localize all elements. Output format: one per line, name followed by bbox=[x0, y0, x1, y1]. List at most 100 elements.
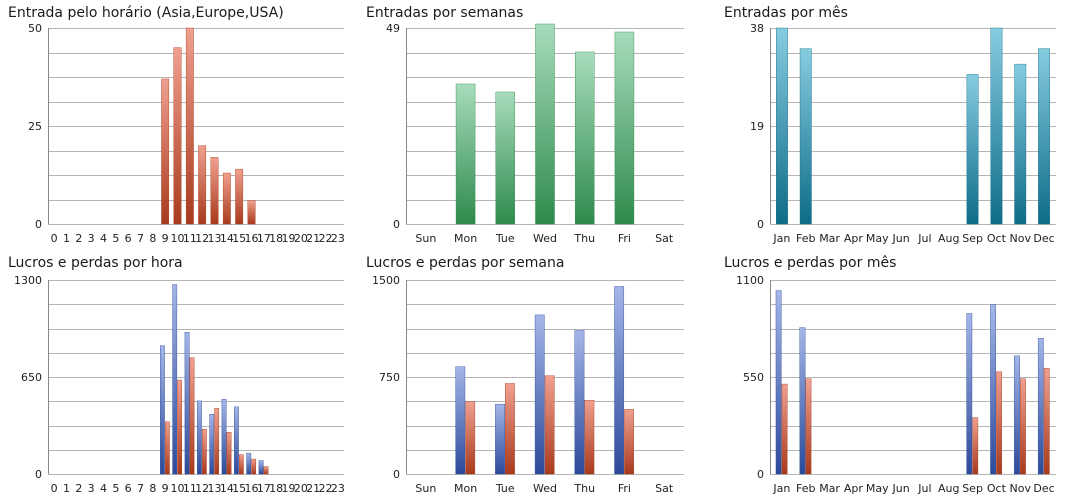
chart-plot: 0 49 Sun Mon Tue Wed Thu Fri Sat bbox=[386, 22, 684, 245]
x-tick-label: 14 bbox=[220, 232, 234, 245]
bar bbox=[221, 399, 227, 475]
x-tick-label: Tue bbox=[495, 232, 515, 245]
x-tick-label: 23 bbox=[331, 232, 345, 245]
x-tick-label: Wed bbox=[533, 482, 557, 495]
bar bbox=[222, 172, 231, 225]
bar bbox=[184, 332, 190, 475]
bar bbox=[614, 31, 635, 225]
x-tick-label: Aug bbox=[938, 482, 959, 495]
x-tick-label: Jan bbox=[772, 482, 790, 495]
x-tick-label: 10 bbox=[171, 482, 185, 495]
bar bbox=[235, 168, 244, 225]
x-tick-label: 13 bbox=[208, 482, 222, 495]
x-tick-label: 13 bbox=[208, 232, 222, 245]
x-tick-label: 5 bbox=[112, 482, 119, 495]
x-tick-label: Thu bbox=[573, 482, 595, 495]
x-tick-label: 1 bbox=[63, 482, 70, 495]
bar bbox=[172, 284, 178, 475]
bar bbox=[1037, 337, 1044, 475]
bar bbox=[614, 286, 625, 475]
x-tick-label: 0 bbox=[51, 482, 58, 495]
x-tick-label: Apr bbox=[844, 482, 864, 495]
x-tick-label: 22 bbox=[319, 482, 333, 495]
bar bbox=[990, 27, 1003, 225]
x-tick-label: Oct bbox=[987, 232, 1007, 245]
bar bbox=[776, 27, 788, 225]
bar bbox=[574, 330, 585, 475]
bar bbox=[455, 83, 476, 225]
x-tick-label: May bbox=[866, 482, 889, 495]
x-tick-label: Apr bbox=[844, 232, 864, 245]
x-tick-label: 1 bbox=[63, 232, 70, 245]
bar bbox=[534, 314, 545, 475]
bar bbox=[505, 383, 515, 475]
x-tick-label: 10 bbox=[171, 232, 185, 245]
x-tick-label: 16 bbox=[245, 232, 259, 245]
chart-title: Lucros e perdas por mês bbox=[724, 255, 897, 271]
bar bbox=[246, 452, 252, 475]
bar bbox=[799, 327, 806, 475]
chart-entradas-semanas: Entradas por semanas 0 49 Sun Mon Tue Wed Thu F… bbox=[358, 0, 716, 250]
x-tick-label: Dec bbox=[1033, 482, 1054, 495]
bar bbox=[574, 51, 595, 225]
y-tick-label: 0 bbox=[35, 218, 42, 231]
bar bbox=[1020, 378, 1026, 475]
bar bbox=[198, 145, 207, 225]
y-tick-label: 0 bbox=[757, 218, 764, 231]
x-tick-label: Feb bbox=[796, 232, 815, 245]
y-tick-label: 1500 bbox=[372, 274, 400, 287]
bar bbox=[164, 421, 170, 475]
x-tick-label: Mon bbox=[454, 232, 477, 245]
x-tick-label: Jun bbox=[891, 482, 909, 495]
bar bbox=[966, 313, 973, 475]
x-tick-label: Jan bbox=[772, 232, 790, 245]
chart-title: Lucros e perdas por semana bbox=[366, 255, 565, 271]
x-tick-label: 3 bbox=[88, 482, 95, 495]
x-tick-label: 19 bbox=[282, 232, 296, 245]
x-tick-label: Mar bbox=[819, 232, 840, 245]
x-tick-label: 18 bbox=[269, 232, 283, 245]
x-tick-label: 12 bbox=[195, 482, 209, 495]
x-tick-label: 2 bbox=[75, 232, 82, 245]
bar bbox=[624, 409, 634, 475]
x-tick-label: 2 bbox=[75, 482, 82, 495]
bar bbox=[996, 371, 1002, 475]
bar bbox=[535, 23, 555, 225]
x-tick-label: Oct bbox=[987, 482, 1007, 495]
chart-title: Lucros e perdas por hora bbox=[8, 255, 183, 271]
x-tick-label: 8 bbox=[149, 482, 156, 495]
x-tick-label: Tue bbox=[495, 482, 515, 495]
y-tick-label: 19 bbox=[750, 120, 764, 133]
bar bbox=[226, 432, 232, 475]
x-tick-label: 14 bbox=[220, 482, 234, 495]
bar bbox=[160, 345, 165, 475]
y-tick-label: 750 bbox=[379, 371, 400, 384]
x-tick-label: Wed bbox=[533, 232, 557, 245]
bar bbox=[209, 414, 215, 475]
bar bbox=[781, 383, 788, 475]
x-tick-label: 17 bbox=[257, 232, 271, 245]
x-tick-label: Fri bbox=[618, 482, 631, 495]
chart-entrada-horario: Entrada pelo horário (Asia,Europe,USA) 0… bbox=[0, 0, 358, 250]
bar bbox=[1014, 63, 1027, 225]
x-tick-label: 6 bbox=[125, 232, 132, 245]
chart-plot: 0 550 1100 Jan Feb Mar Apr May Jun Jul Aug Sep Oct No… bbox=[736, 274, 1056, 495]
y-tick-label: 0 bbox=[393, 468, 400, 481]
x-tick-label: Feb bbox=[796, 482, 815, 495]
bar bbox=[185, 27, 194, 225]
x-tick-label: Nov bbox=[1010, 482, 1032, 495]
x-tick-label: Thu bbox=[573, 232, 595, 245]
x-tick-label: 19 bbox=[282, 482, 296, 495]
x-tick-label: Nov bbox=[1010, 232, 1032, 245]
bar bbox=[1043, 367, 1050, 475]
bar bbox=[972, 417, 979, 475]
x-tick-label: Fri bbox=[618, 232, 631, 245]
x-tick-label: 12 bbox=[195, 232, 209, 245]
x-tick-label: Mon bbox=[454, 482, 477, 495]
x-tick-label: 16 bbox=[245, 482, 259, 495]
x-tick-label: May bbox=[866, 232, 889, 245]
bar bbox=[201, 429, 207, 475]
chart-lucros-mes: Lucros e perdas por mês 0 550 1100 Jan Feb Ma… bbox=[716, 250, 1074, 500]
x-tick-label: Sun bbox=[415, 482, 436, 495]
x-tick-label: 7 bbox=[137, 232, 144, 245]
